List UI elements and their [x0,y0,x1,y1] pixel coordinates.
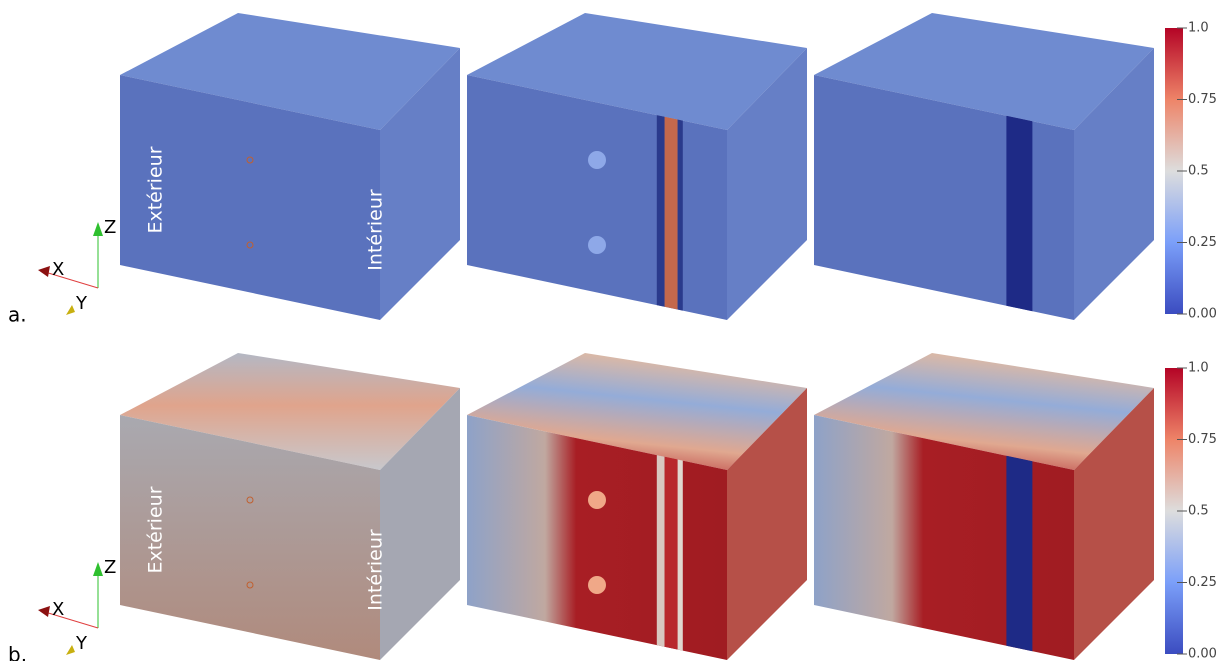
hole [588,151,606,169]
colorbar-tick-label: 0.25 [1188,235,1217,250]
hole [588,576,606,594]
interior-label: Intérieur [365,529,387,611]
z-arrow [93,562,103,576]
probe [246,496,254,504]
interior-label: Intérieur [365,189,387,271]
cube-side [380,48,460,320]
x-axis [44,271,99,289]
cube-side [380,388,460,660]
stripe [656,455,665,647]
x-axis [44,611,99,629]
x-label: X [52,599,64,620]
colorbar-tick-label: 0.5 [1188,504,1209,519]
colorbar-tick-label: 0.75 [1188,432,1217,447]
cube-front [120,415,380,660]
z-arrow [93,222,103,236]
stripe [677,459,683,651]
z-label: Z [104,217,116,238]
x-arrow [38,606,50,617]
y-arrow [66,305,75,315]
colorbar-tick-label: 1.0 [1188,21,1209,36]
cube-top [120,353,460,470]
colorbar-tick-label: 0.25 [1188,575,1217,590]
colorbar-tick-label: 0.5 [1188,164,1209,179]
exterior-label: Extérieur [145,486,167,573]
cube-side [727,388,807,660]
cube-front [120,75,380,320]
colorbar-tick-label: 0.00 [1188,307,1217,322]
colorbar-tick-label: 1.0 [1188,361,1209,376]
cube-side [727,48,807,320]
stripe [664,456,678,650]
stripe [1006,115,1033,312]
y-arrow [66,645,75,655]
exterior-label: Extérieur [145,146,167,233]
cube-top [814,13,1154,130]
cube-top [814,353,1154,470]
stripe [656,115,665,307]
stripe [1006,455,1033,652]
y-label: Y [75,293,88,314]
probe [246,581,254,589]
x-arrow [38,266,50,277]
x-label: X [52,259,64,280]
stripe [677,119,683,311]
cube-side [1074,388,1154,660]
cube-top [467,13,807,130]
colorbar-tick-label: 0.00 [1188,647,1217,661]
cube-side [1074,48,1154,320]
y-label: Y [75,633,88,654]
cube-top [467,353,807,470]
stripe [664,116,678,310]
hole [588,491,606,509]
colorbar-tick-label: 0.75 [1188,92,1217,107]
cube-top [120,13,460,130]
z-label: Z [104,557,116,578]
row-label: b. [8,643,27,661]
row-label: a. [8,303,27,327]
probe [246,156,254,164]
probe [246,241,254,249]
hole [588,236,606,254]
